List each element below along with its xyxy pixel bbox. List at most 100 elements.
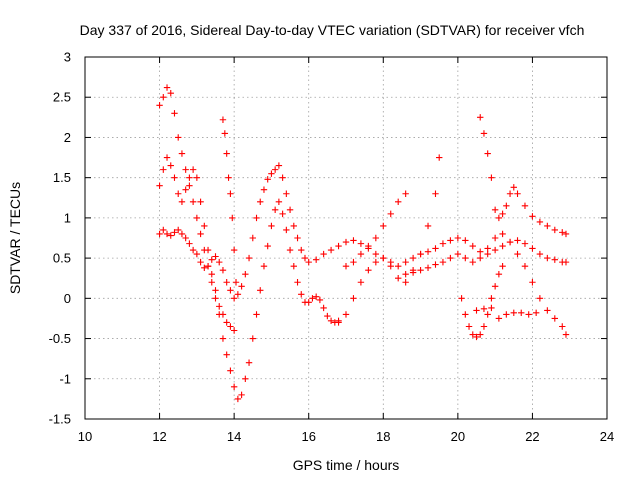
data-point-marker — [260, 186, 268, 193]
data-point-marker — [298, 246, 305, 254]
data-point-marker — [395, 198, 402, 205]
data-point-marker — [305, 258, 312, 266]
data-point-marker — [197, 230, 204, 238]
data-point-marker — [387, 262, 394, 270]
y-tick-label: 2.5 — [53, 90, 71, 105]
data-point-marker — [182, 234, 189, 242]
data-point-marker — [298, 291, 305, 298]
data-point-marker — [223, 319, 230, 326]
data-point-marker — [335, 242, 342, 250]
data-point-marker — [521, 240, 529, 247]
data-point-marker — [316, 296, 324, 304]
data-point-marker — [171, 229, 178, 236]
data-point-marker — [521, 262, 529, 270]
axis-ticks: 10 12 14 16 18 20 22 24 -1.5 -1 -0.5 0 0.5 1 1.5 2 2.5 3 — [49, 50, 615, 445]
data-point-marker — [242, 271, 249, 278]
data-point-marker — [327, 246, 335, 254]
y-axis-label: SDTVAR / TECUs — [7, 182, 23, 294]
data-point-marker — [305, 299, 312, 306]
data-point-marker — [279, 210, 286, 218]
data-point-marker — [536, 218, 544, 226]
data-point-marker — [212, 253, 219, 260]
data-point-marker — [223, 351, 230, 358]
x-axis-label: GPS time / hours — [293, 457, 400, 473]
data-point-marker — [201, 264, 208, 271]
data-point-marker — [432, 261, 439, 268]
data-point-marker — [488, 295, 495, 302]
data-point-marker — [551, 315, 558, 322]
data-point-marker — [175, 134, 182, 141]
data-point-marker — [417, 250, 424, 258]
data-point-marker — [178, 230, 186, 238]
data-point-marker — [253, 311, 260, 318]
data-point-marker — [167, 232, 174, 239]
data-point-marker — [234, 395, 242, 403]
data-point-marker — [387, 210, 394, 218]
series-sat-f — [342, 190, 409, 270]
y-tick-label: 2 — [64, 130, 71, 145]
data-point-marker — [156, 102, 163, 109]
data-point-marker — [264, 176, 271, 183]
y-tick-label: 0.5 — [53, 251, 71, 266]
data-point-marker — [283, 226, 290, 234]
data-point-marker — [204, 262, 212, 270]
data-point-marker — [223, 279, 230, 286]
data-point-marker — [477, 331, 484, 338]
data-point-marker — [301, 254, 309, 262]
data-point-marker — [480, 130, 488, 137]
data-point-marker — [156, 230, 163, 238]
data-point-marker — [477, 248, 484, 255]
data-point-marker — [402, 279, 409, 286]
plot-frame — [84, 56, 608, 420]
data-point-marker — [395, 275, 402, 282]
grid — [85, 57, 607, 419]
data-point-marker — [163, 154, 171, 161]
data-point-marker — [182, 166, 189, 173]
data-point-marker — [562, 230, 570, 238]
data-point-marker — [342, 238, 350, 246]
data-point-marker — [227, 190, 234, 197]
data-point-marker — [495, 315, 503, 322]
data-point-marker — [257, 198, 264, 205]
data-point-marker — [197, 258, 204, 266]
data-point-marker — [260, 262, 268, 270]
data-point-marker — [536, 250, 544, 258]
data-point-marker — [286, 206, 294, 214]
series-sat-b — [156, 154, 342, 403]
data-point-marker — [409, 254, 417, 262]
data-point-marker — [268, 170, 275, 177]
data-point-marker — [514, 250, 521, 258]
data-point-marker — [232, 279, 240, 286]
data-point-marker — [223, 150, 230, 157]
data-point-marker — [312, 256, 320, 263]
data-point-marker — [171, 110, 178, 117]
data-point-marker — [432, 190, 439, 197]
data-point-marker — [221, 130, 229, 137]
data-point-marker — [279, 174, 286, 181]
data-point-marker — [219, 335, 227, 342]
y-tick-label: 3 — [64, 50, 71, 65]
data-point-marker — [189, 246, 197, 254]
data-point-marker — [372, 250, 380, 258]
data-point-marker — [380, 222, 387, 230]
data-point-marker — [544, 254, 551, 262]
data-point-marker — [462, 311, 469, 318]
y-tick-label: 1 — [64, 210, 71, 225]
data-point-marker — [499, 262, 506, 270]
data-point-marker — [253, 214, 260, 222]
data-point-marker — [249, 234, 256, 242]
y-tick-label: 0 — [64, 291, 71, 306]
data-point-marker — [514, 190, 521, 197]
data-point-marker — [432, 245, 439, 252]
data-point-marker — [462, 237, 469, 244]
data-point-marker — [208, 256, 215, 263]
data-point-marker — [409, 269, 417, 276]
x-tick-label: 20 — [451, 429, 465, 444]
data-point-marker — [230, 327, 238, 334]
data-point-marker — [439, 240, 447, 247]
y-tick-label: -1.5 — [49, 412, 71, 427]
data-point-marker — [465, 323, 473, 330]
data-point-marker — [488, 304, 495, 312]
data-point-marker — [518, 309, 525, 317]
data-point-marker — [551, 256, 558, 263]
